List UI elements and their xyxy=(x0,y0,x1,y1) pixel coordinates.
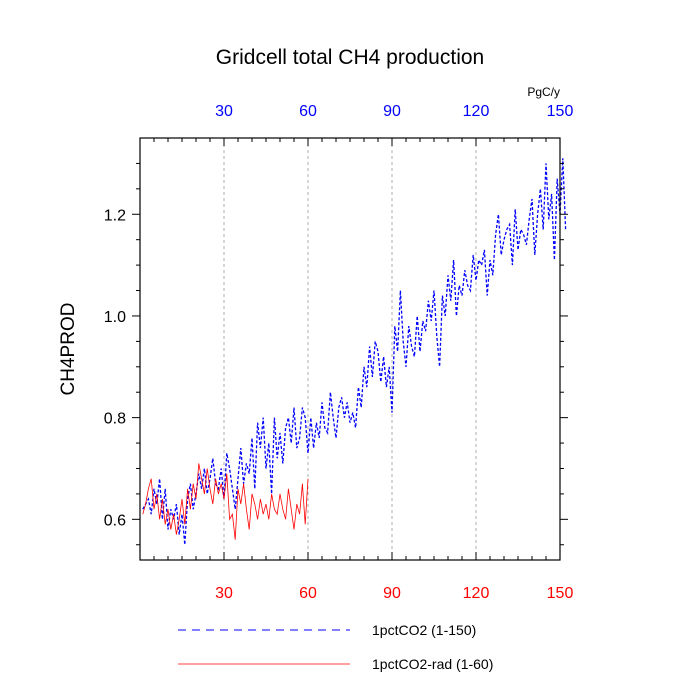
x-tick-label-top: 30 xyxy=(215,103,233,120)
series-line-1 xyxy=(142,463,309,540)
y-tick-label: 0.6 xyxy=(104,512,126,529)
x-tick-label-top: 60 xyxy=(299,103,317,120)
chart-title: Gridcell total CH4 production xyxy=(216,46,484,69)
series-lines xyxy=(142,158,567,545)
x-tick-label-bottom: 150 xyxy=(547,585,574,602)
series-line-0 xyxy=(142,158,567,545)
x-tick-label-bottom: 60 xyxy=(299,585,317,602)
top-axis-unit-label: PgC/y xyxy=(527,85,560,99)
legend-label-1pctco2-rad: 1pctCO2-rad (1-60) xyxy=(372,656,493,672)
legend: 1pctCO2 (1-150) 1pctCO2-rad (1-60) xyxy=(178,622,493,672)
legend-label-1pctco2: 1pctCO2 (1-150) xyxy=(372,622,476,638)
y-tick-label: 0.8 xyxy=(104,411,126,428)
x-tick-label-top: 120 xyxy=(463,103,490,120)
plot-frame xyxy=(139,137,561,561)
y-tick-label: 1.2 xyxy=(104,207,126,224)
axes: 30 30 60 60 90 90 120 120 150 150 0.6 0.8 1.0 1.2 xyxy=(104,103,574,602)
y-tick-label: 1.0 xyxy=(104,309,126,326)
x-tick-label-top: 150 xyxy=(547,103,574,120)
x-tick-label-top: 90 xyxy=(383,103,401,120)
x-tick-label-bottom: 30 xyxy=(215,585,233,602)
y-axis-label: CH4PROD xyxy=(58,303,79,396)
x-tick-label-bottom: 120 xyxy=(463,585,490,602)
grid-lines xyxy=(223,138,477,560)
x-tick-label-bottom: 90 xyxy=(383,585,401,602)
